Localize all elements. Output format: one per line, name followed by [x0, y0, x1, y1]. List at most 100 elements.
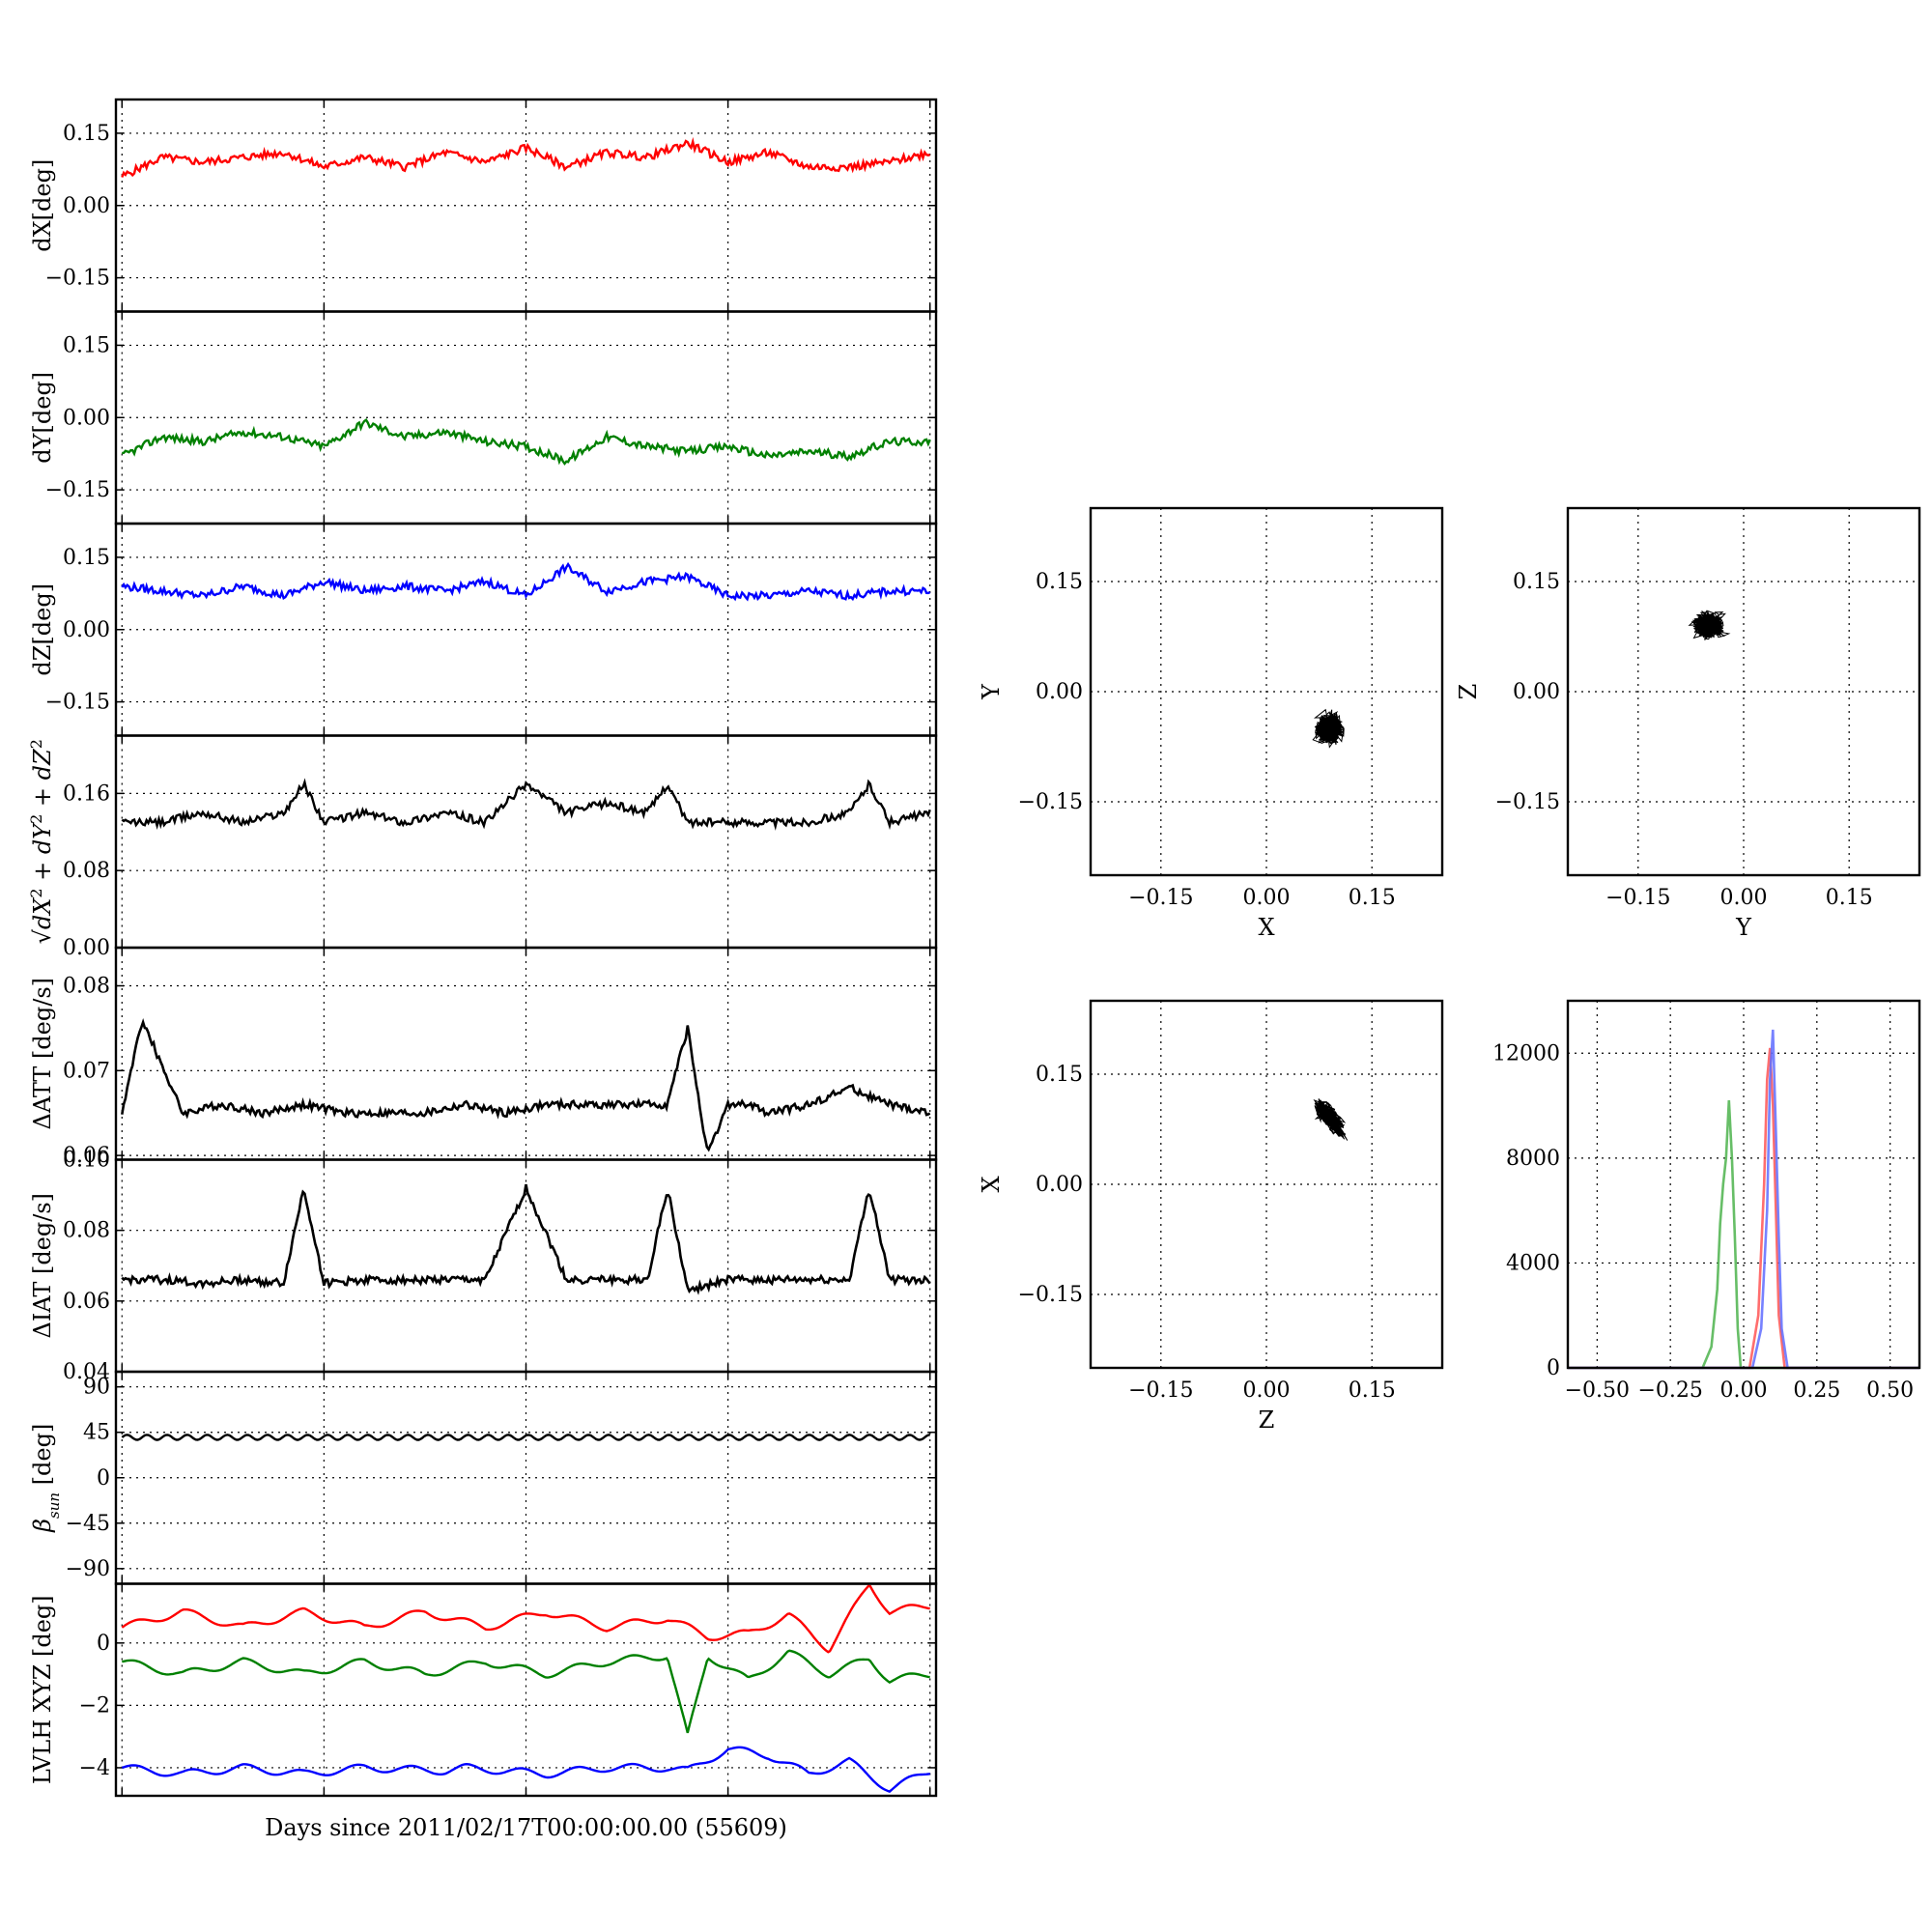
y-axis-label: βsun [deg]: [29, 1424, 63, 1533]
x-tick-label: 0.00: [1243, 886, 1291, 910]
series-line-2: [121, 1746, 930, 1793]
panel-4: 0.08 0.07 0.06 ΔATT [deg/s]: [29, 946, 938, 1168]
x-tick-label: −0.15: [1128, 886, 1193, 910]
scatter-points: [1688, 610, 1731, 640]
x-tick-label: 0.25: [1793, 1378, 1840, 1403]
y-axis-label: dX[deg]: [29, 159, 56, 252]
y-tick-label: 45: [83, 1421, 110, 1445]
axes-frame: [114, 1582, 938, 1798]
y-tick-label: 4000: [1506, 1251, 1560, 1275]
histogram-series-1: [1568, 1047, 1919, 1370]
x-tick-label: 0.00: [1720, 1378, 1768, 1403]
y-tick-label: 12000: [1492, 1041, 1560, 1065]
panel-3: 0.16 0.08 0.00√dX2 + dY2 + dZ2: [27, 734, 938, 960]
y-axis-label: Z: [1455, 684, 1482, 700]
y-tick-label: 0.15: [1513, 570, 1560, 594]
y-tick-label: −0.15: [45, 691, 110, 715]
histogram-panel: −0.50 −0.25 0.00 0.25 0.50 12000 8000 4000 0: [1492, 999, 1921, 1403]
y-axis-label: LVLH XYZ [deg]: [29, 1595, 56, 1784]
x-axis-label: Days since 2011/02/17T00:00:00.00 (55609…: [265, 1814, 787, 1841]
y-tick-label: −0.15: [1018, 790, 1083, 814]
axes-frame: [1566, 506, 1921, 877]
x-axis-label: X: [1258, 914, 1274, 941]
histogram-series-0: [1568, 1100, 1919, 1370]
series-line-0: [122, 417, 931, 466]
axes-frame: [114, 734, 938, 950]
axes-frame: [1089, 999, 1444, 1370]
y-tick-label: −45: [66, 1512, 110, 1536]
x-axis-label: Z: [1259, 1406, 1275, 1434]
axes-frame: [114, 946, 938, 1161]
scatter-panel-XY: −0.15 −0.15 0.00 0.00 0.15 0.15 X Y: [978, 506, 1444, 941]
y-tick-label: 0.15: [1036, 570, 1083, 594]
y-axis-label: X: [978, 1176, 1005, 1192]
y-tick-label: 0.00: [63, 406, 110, 430]
histogram-series-2: [1568, 1029, 1919, 1370]
y-axis-label: Y: [978, 683, 1005, 700]
panel-5: 0.10 0.08 0.06 0.04 ΔIAT [deg/s]: [29, 1149, 938, 1384]
y-tick-label: −0.15: [1018, 1283, 1083, 1307]
y-tick-label: 90: [83, 1376, 110, 1400]
axes-frame: [1566, 999, 1921, 1370]
y-tick-label: 0.04: [63, 1360, 110, 1384]
x-tick-label: −0.25: [1637, 1378, 1702, 1403]
x-tick-label: 0.15: [1349, 1378, 1396, 1403]
y-tick-label: 0.15: [63, 333, 110, 357]
panel-0: 0.15 0.00 −0.15 dX[deg]: [29, 98, 938, 313]
y-tick-label: −0.15: [1495, 790, 1560, 814]
series-line-0: [121, 1017, 931, 1152]
x-tick-label: 0.00: [1720, 886, 1768, 910]
y-axis-label: dZ[deg]: [29, 583, 56, 676]
y-tick-label: 0.16: [63, 781, 110, 806]
y-tick-label: −2: [79, 1693, 110, 1718]
x-tick-label: 0.00: [1243, 1378, 1291, 1403]
x-tick-label: 0.50: [1866, 1378, 1914, 1403]
y-tick-label: 0.15: [63, 122, 110, 146]
y-axis-label: ΔIAT [deg/s]: [29, 1193, 56, 1339]
y-tick-label: 0.00: [1036, 1173, 1083, 1197]
scatter-points: [1313, 1098, 1349, 1141]
series-line-0: [121, 561, 931, 602]
series-line-0: [121, 136, 931, 178]
y-tick-label: 0.00: [1513, 680, 1560, 704]
y-tick-label: 0: [1547, 1356, 1560, 1380]
y-tick-label: 0.08: [63, 975, 110, 999]
y-tick-label: −90: [66, 1557, 110, 1581]
panel-7: 0 −2 −4 LVLH XYZ [deg]: [29, 1582, 938, 1798]
y-tick-label: −0.15: [45, 478, 110, 502]
y-axis-label: ΔATT [deg/s]: [29, 978, 56, 1130]
scatter-points: [1312, 708, 1345, 749]
y-tick-label: 0.08: [63, 859, 110, 883]
y-axis-label: √dX2 + dY2 + dZ2: [27, 739, 57, 944]
scatter-panel-YZ: −0.15 −0.15 0.00 0.00 0.15 0.15 Y Z: [1455, 506, 1921, 941]
series-line-0: [121, 1183, 931, 1295]
x-tick-label: 0.15: [1826, 886, 1873, 910]
x-axis-label: Y: [1735, 914, 1752, 941]
y-tick-label: 0.15: [1036, 1063, 1083, 1087]
series-line-0: [121, 1434, 930, 1441]
y-axis-label: dY[deg]: [29, 372, 56, 464]
y-tick-label: 0.07: [63, 1059, 110, 1083]
series-line-0: [121, 1584, 930, 1654]
y-tick-label: −4: [79, 1756, 110, 1780]
y-tick-label: 0.08: [63, 1219, 110, 1243]
series-line-0: [121, 778, 931, 831]
y-tick-label: −0.15: [45, 267, 110, 291]
panel-2: 0.15 0.00 −0.15 dZ[deg]: [29, 522, 938, 737]
x-tick-label: −0.15: [1605, 886, 1670, 910]
y-tick-label: 8000: [1506, 1147, 1560, 1171]
y-tick-label: 0.00: [63, 618, 110, 642]
series-line-1: [122, 1649, 930, 1734]
y-tick-label: 0.00: [63, 194, 110, 218]
y-tick-label: 0.00: [63, 936, 110, 960]
y-tick-label: 0.15: [63, 546, 110, 570]
y-tick-label: 0: [97, 1632, 110, 1656]
scatter-panel-ZX: −0.15 −0.15 0.00 0.00 0.15 0.15 Z X: [978, 999, 1444, 1434]
y-tick-label: 0: [97, 1466, 110, 1491]
x-tick-label: 0.15: [1349, 886, 1396, 910]
y-tick-label: 0.06: [63, 1144, 110, 1168]
y-tick-label: 0.10: [63, 1149, 110, 1173]
y-tick-label: 0.06: [63, 1290, 110, 1314]
